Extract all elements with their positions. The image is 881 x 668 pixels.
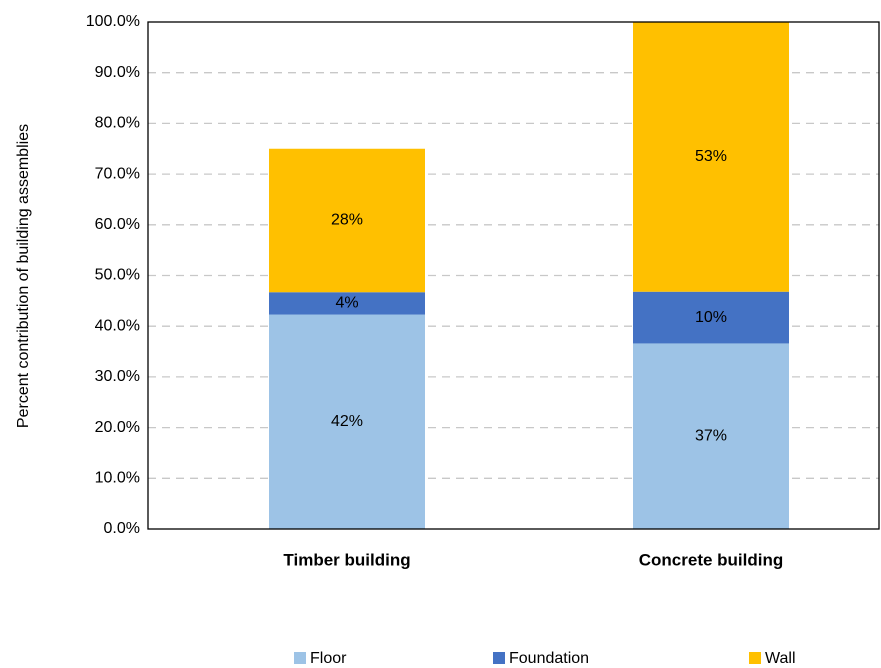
- bar-segment: [269, 292, 425, 315]
- legend-swatch: [493, 652, 505, 664]
- legend-label: Foundation: [509, 650, 589, 667]
- y-tick-label: 40.0%: [95, 317, 140, 334]
- x-tick-label: Concrete building: [639, 550, 784, 569]
- bar-segment: [269, 148, 425, 293]
- y-tick-label: 50.0%: [95, 267, 140, 284]
- y-tick-label: 20.0%: [95, 419, 140, 436]
- value-label: 10%: [695, 309, 727, 326]
- y-tick-label: 30.0%: [95, 368, 140, 385]
- value-label: 53%: [695, 148, 727, 165]
- legend-label: Floor: [310, 650, 347, 667]
- value-label: 28%: [331, 212, 363, 229]
- y-tick-label: 10.0%: [95, 470, 140, 487]
- bar-segment: [269, 314, 425, 529]
- bar-segment: [633, 22, 789, 292]
- x-tick-label: Timber building: [283, 550, 410, 569]
- bar-segment: [633, 291, 789, 344]
- bar-segment: [633, 343, 789, 529]
- y-tick-label: 90.0%: [95, 64, 140, 81]
- plot-frame: [147, 21, 880, 530]
- legend-label: Wall: [765, 650, 796, 667]
- value-label: 42%: [331, 413, 363, 430]
- legend-swatch: [294, 652, 306, 664]
- y-axis-label: Percent contribution of building assembl…: [15, 124, 32, 428]
- value-label: 37%: [695, 427, 727, 444]
- y-tick-label: 100.0%: [86, 13, 140, 30]
- y-tick-label: 70.0%: [95, 165, 140, 182]
- y-tick-label: 0.0%: [104, 520, 140, 537]
- y-tick-label: 80.0%: [95, 115, 140, 132]
- value-label: 4%: [335, 295, 358, 312]
- y-tick-label: 60.0%: [95, 216, 140, 233]
- legend-swatch: [749, 652, 761, 664]
